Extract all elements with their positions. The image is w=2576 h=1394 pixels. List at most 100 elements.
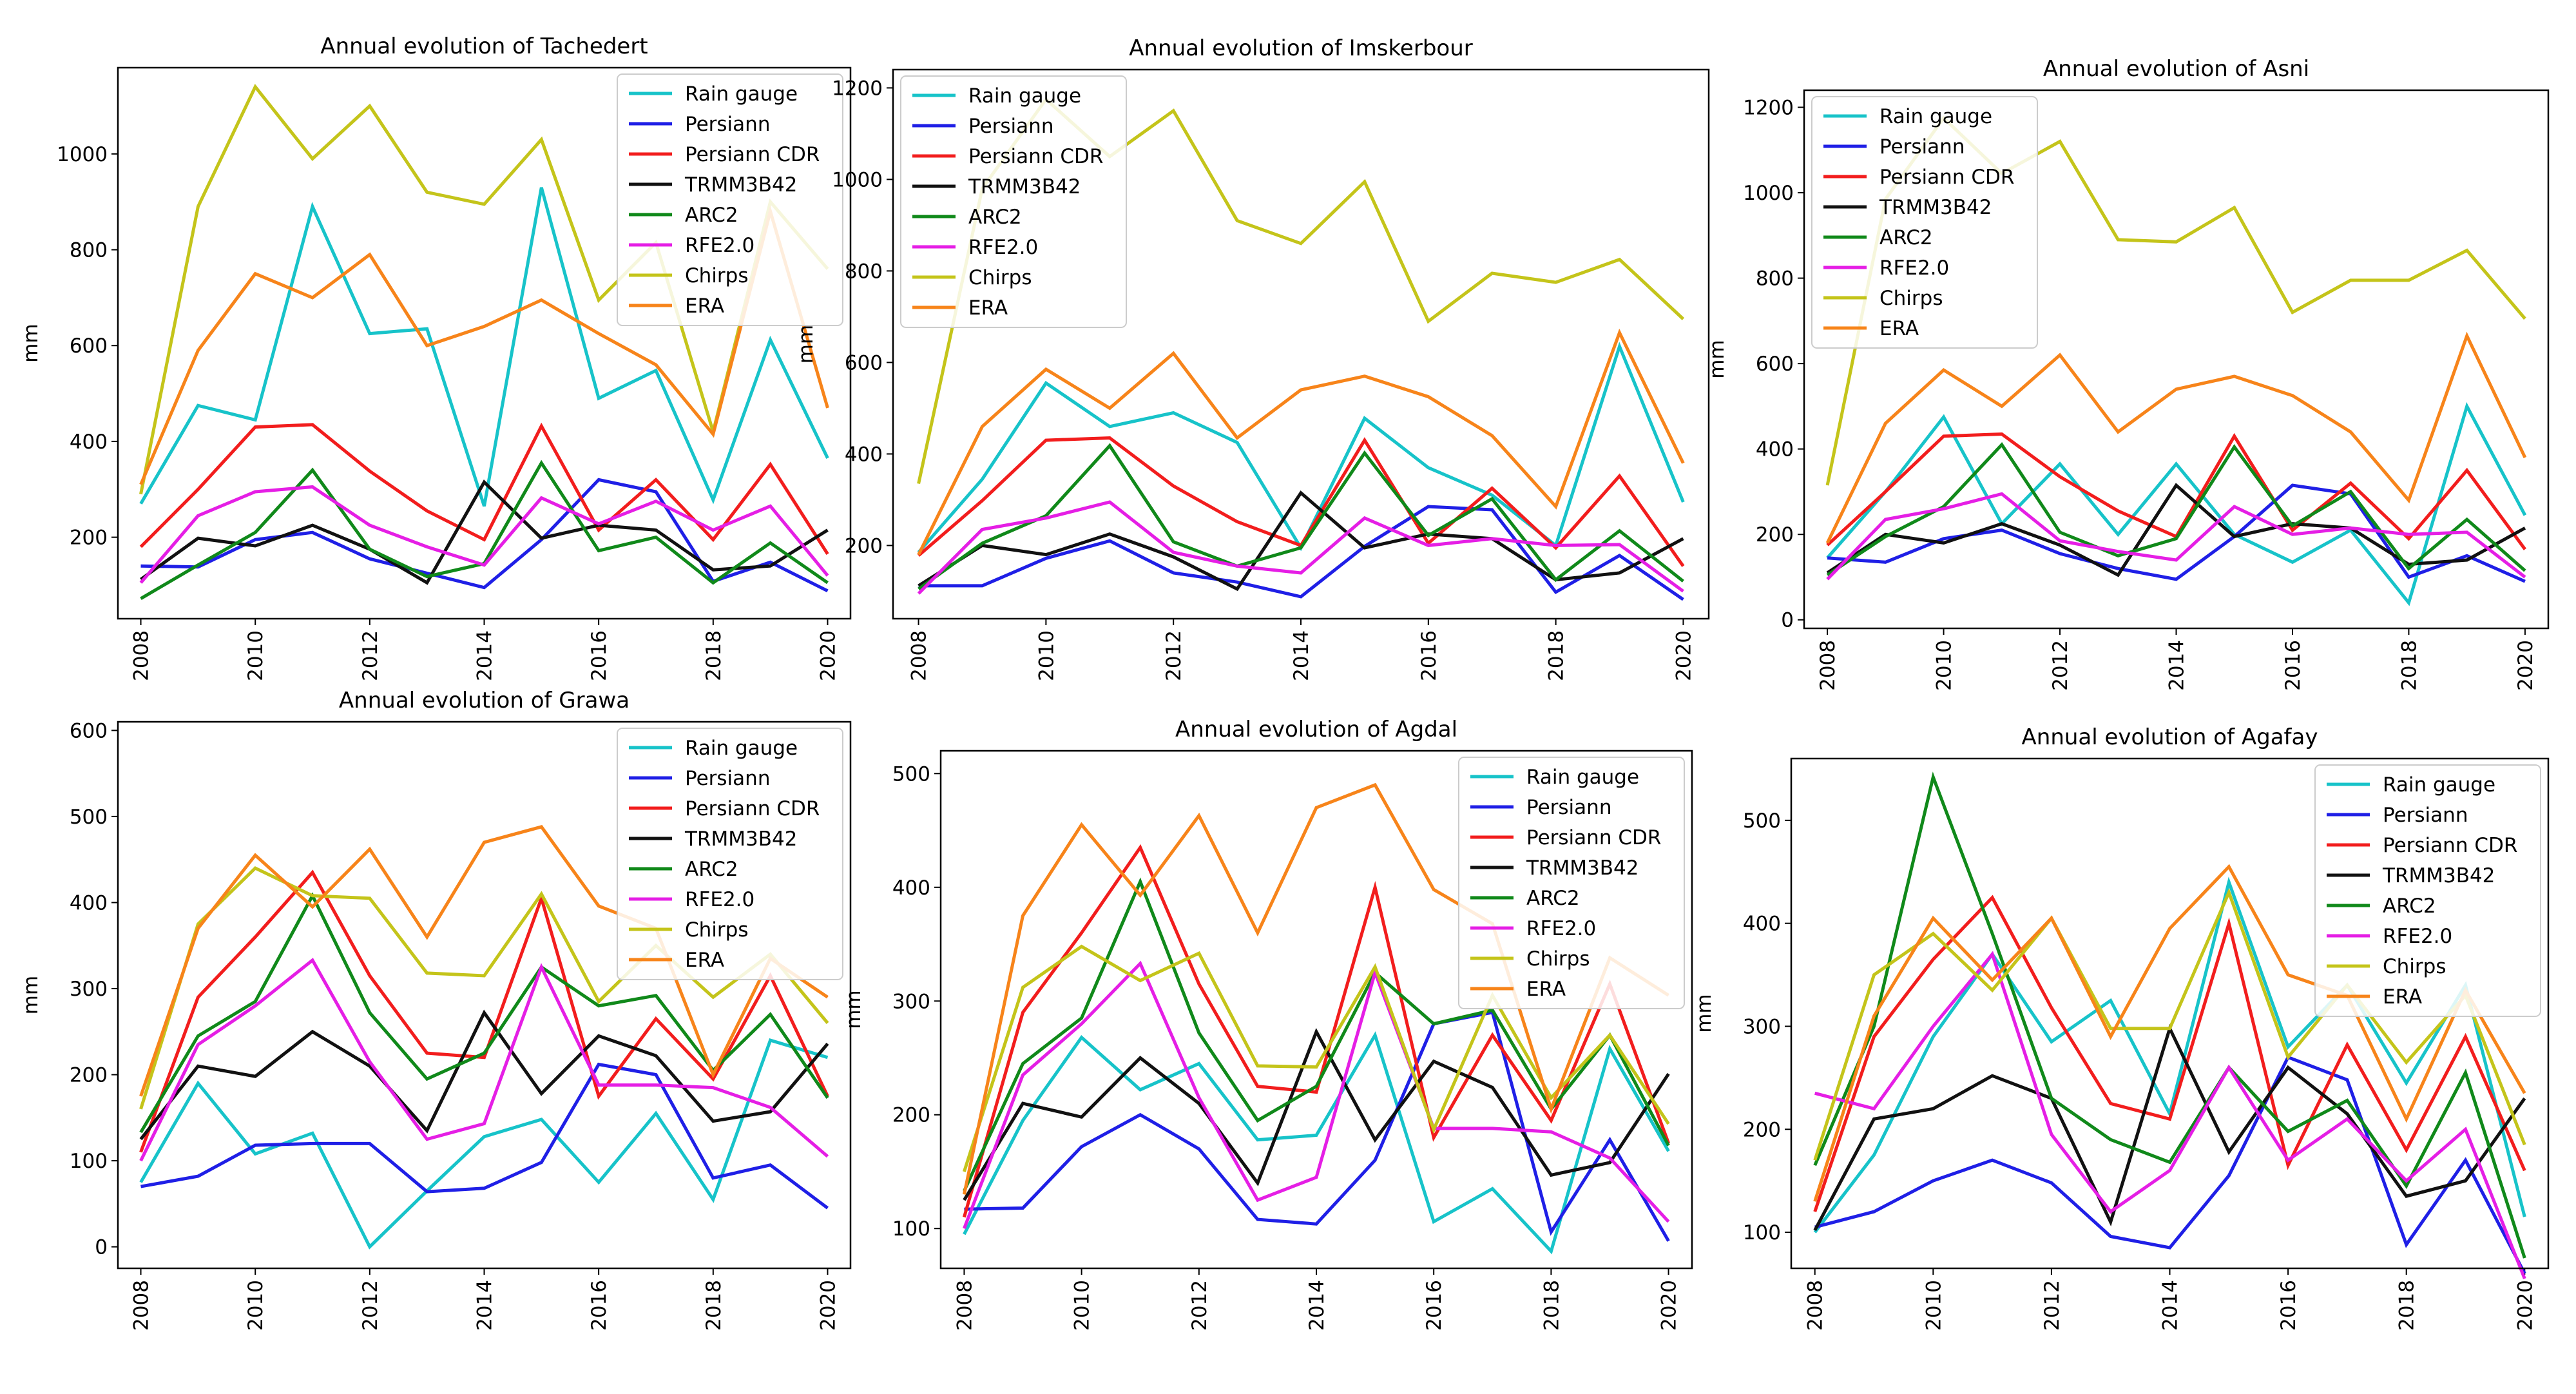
series-line-arc2 <box>918 443 1684 590</box>
x-tick-label: 2014 <box>474 630 497 681</box>
series-line-persiann <box>964 1011 1670 1242</box>
plot-frame <box>939 750 1693 1270</box>
x-tick-label: 2010 <box>1071 1280 1094 1331</box>
legend-label: ERA <box>685 949 724 972</box>
legend-label: Chirps <box>685 264 748 287</box>
legend: Rain gauge Persiann Persiann CDR TRMM3B42 AR… <box>900 75 1127 328</box>
legend-label: TRMM3B42 <box>684 828 797 851</box>
legend-label: Persiann <box>968 115 1053 138</box>
x-tick-label: 2008 <box>1816 640 1840 691</box>
x-tick-label: 2012 <box>2041 1280 2064 1331</box>
series-line-rfe2-0 <box>139 485 829 584</box>
legend-label: Chirps <box>685 918 748 942</box>
legend-label: Persiann CDR <box>2383 834 2517 857</box>
series-line-persiann <box>1827 483 2526 583</box>
chart-agdal: Annual evolution of Agdal 100 200 300 400 500… <box>842 717 1693 1331</box>
x-tick-label: 2010 <box>244 1280 267 1331</box>
x-tick-label: 2012 <box>359 1280 382 1331</box>
legend-box <box>617 728 843 980</box>
legend-label: ARC2 <box>685 204 738 227</box>
series-line-rfe2-0 <box>917 500 1684 595</box>
x-tick-label: 2018 <box>2398 640 2421 691</box>
legend: Rain gauge Persiann Persiann CDR TRMM3B42 AR… <box>1458 757 1685 1009</box>
x-tick-label: 2020 <box>2514 1280 2537 1331</box>
x-tick-label: 2018 <box>702 1280 726 1331</box>
y-axis-label: mm <box>1693 994 1716 1032</box>
x-tick-label: 2010 <box>244 630 267 681</box>
series-line-chirps <box>1813 887 2526 1161</box>
legend-label: RFE2.0 <box>685 888 755 911</box>
y-tick-label: 300 <box>1743 1015 1781 1038</box>
x-tick-label: 2016 <box>588 1280 611 1331</box>
series-line-era <box>1825 331 2527 544</box>
y-tick-label: 600 <box>1756 353 1794 376</box>
x-tick-label: 2020 <box>816 630 840 681</box>
y-tick-label: 1000 <box>57 143 108 166</box>
legend-label: ARC2 <box>1526 887 1580 910</box>
series-line-persiann-cdr <box>962 844 1670 1218</box>
x-tick-label: 2012 <box>359 630 382 681</box>
x-tick-label: 2016 <box>1418 630 1441 681</box>
x-tick-label: 2016 <box>2277 1280 2300 1331</box>
chart-title: Annual evolution of Asni <box>2043 56 2309 82</box>
y-tick-label: 0 <box>1781 609 1794 632</box>
legend-label: Persiann CDR <box>685 797 820 820</box>
chart-asni: Annual evolution of Asni 0 200 400 600 800 100… <box>1706 56 2550 691</box>
y-tick-label: 600 <box>70 334 108 358</box>
plot-frame <box>892 68 1710 620</box>
y-tick-label: 100 <box>1743 1221 1781 1244</box>
y-tick-label: 400 <box>70 891 108 915</box>
x-tick-label: 2016 <box>2282 640 2305 691</box>
x-tick-label: 2012 <box>1162 630 1186 681</box>
series-line-era <box>139 205 829 485</box>
plot-frame <box>117 66 852 620</box>
legend-box <box>1811 96 2038 349</box>
legend-label: ARC2 <box>1879 226 1933 249</box>
series-line-era <box>917 328 1685 556</box>
y-tick-label: 200 <box>845 534 883 557</box>
x-tick-label: 2014 <box>2159 1280 2182 1331</box>
series-line-arc2 <box>1813 771 2526 1259</box>
x-tick-label: 2020 <box>2514 640 2537 691</box>
y-tick-label: 400 <box>845 443 883 466</box>
series-line-rfe2-0 <box>139 958 829 1162</box>
legend-label: ERA <box>685 295 724 318</box>
y-tick-label: 800 <box>1756 267 1794 291</box>
x-tick-label: 2010 <box>1933 640 1956 691</box>
legend-label: ARC2 <box>968 206 1022 229</box>
chart-title: Annual evolution of Agafay <box>2022 724 2318 750</box>
legend-label: RFE2.0 <box>685 234 755 257</box>
legend-label: Persiann <box>1879 135 1965 159</box>
y-tick-label: 0 <box>95 1236 108 1259</box>
legend-label: Persiann CDR <box>968 145 1103 168</box>
series-line-persiann-cdr <box>139 422 829 555</box>
x-tick-label: 2016 <box>1423 1280 1446 1331</box>
y-tick-label: 800 <box>70 239 108 262</box>
legend-label: Rain gauge <box>685 82 798 106</box>
series-line-trmm3b42 <box>1826 483 2526 577</box>
y-axis-label: mm <box>794 325 818 363</box>
legend-label: Chirps <box>2383 955 2446 978</box>
x-tick-label: 2012 <box>1188 1280 1211 1331</box>
y-tick-label: 100 <box>892 1217 930 1241</box>
y-tick-label: 800 <box>845 260 883 283</box>
series-line-persiann <box>140 1062 829 1210</box>
x-tick-label: 2018 <box>1540 1280 1563 1331</box>
series-line-era <box>139 825 829 1097</box>
series-line-chirps <box>963 944 1670 1172</box>
series-line-era <box>962 782 1669 1195</box>
legend-label: Persiann CDR <box>685 143 820 166</box>
y-tick-label: 400 <box>1756 438 1794 461</box>
series-line-era <box>1813 864 2526 1202</box>
legend-label: Persiann <box>685 113 770 136</box>
legend-label: Persiann CDR <box>1879 166 2014 189</box>
y-tick-label: 500 <box>892 762 930 786</box>
chart-imskerbour: Annual evolution of Imskerbour 200 400 600 8… <box>794 35 1710 681</box>
chart-title: Annual evolution of Tachedert <box>320 34 648 59</box>
x-tick-label: 2018 <box>702 630 726 681</box>
x-tick-label: 2010 <box>1035 630 1058 681</box>
y-axis-label: mm <box>19 976 43 1014</box>
series-line-rain-gauge <box>1826 402 2527 606</box>
series-line-rfe2-0 <box>963 960 1670 1230</box>
y-tick-label: 400 <box>892 876 930 900</box>
